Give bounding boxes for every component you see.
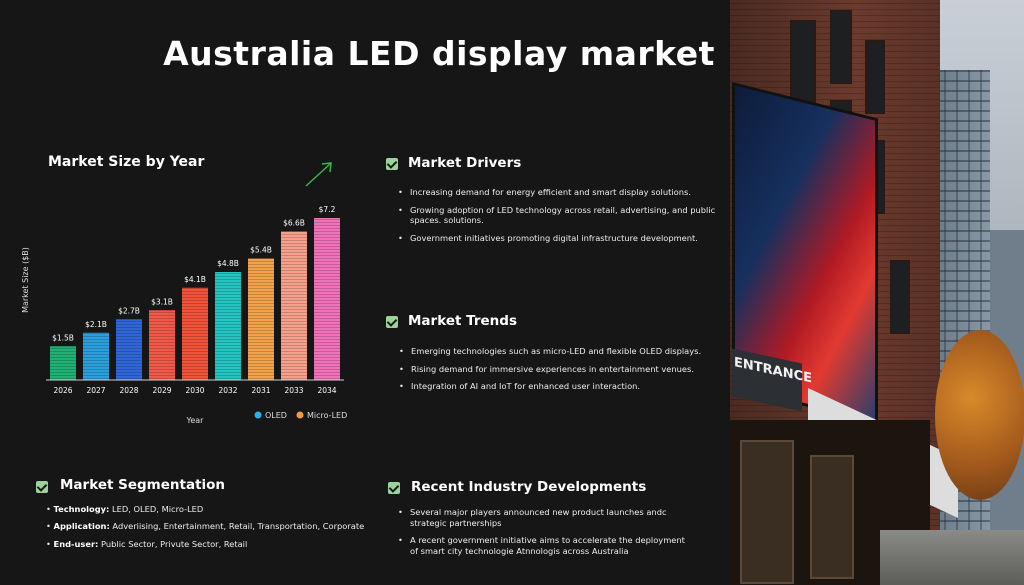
bar-texture	[83, 332, 109, 380]
shop-door	[810, 455, 854, 579]
page-title: Australia LED display market	[163, 34, 715, 73]
y-axis-label: Market Size ($B)	[21, 247, 30, 313]
window	[830, 10, 852, 84]
data-label: $5.4B	[250, 246, 272, 255]
segment-label: Technology:	[53, 504, 110, 514]
legend-label: Micro-LED	[307, 411, 347, 420]
legend-swatch	[296, 411, 304, 419]
list-item: Several major players announced new prod…	[396, 507, 686, 528]
x-tick-label: 2030	[185, 386, 204, 395]
x-tick-label: 2032	[218, 386, 237, 395]
x-tick-label: 2027	[86, 386, 105, 395]
checkbox-icon	[386, 316, 398, 328]
x-axis-label: Year	[186, 416, 205, 425]
market-drivers-list: Increasing demand for energy efficient a…	[396, 187, 726, 250]
list-item: Integration of AI and IoT for enhanced u…	[397, 381, 717, 392]
list-item: Emerging technologies such as micro-LED …	[397, 346, 717, 357]
data-label: $2.1B	[85, 320, 107, 329]
bar-texture	[281, 231, 307, 380]
data-label: $7.2	[319, 205, 336, 214]
street	[880, 530, 1024, 585]
chart-title: Market Size by Year	[48, 154, 205, 170]
street-photo: ENTRANCE	[730, 0, 1024, 585]
recent-developments-list: Several major players announced new prod…	[396, 507, 686, 563]
list-item: Growing adoption of LED technology acros…	[396, 205, 726, 226]
segment-value: Adveriising, Entertainment, Retail, Tran…	[112, 521, 365, 531]
segment-value: LED, OLED, Micro-LED	[112, 504, 204, 514]
segment-value: Public Sector, Privute Sector, Retail	[101, 539, 248, 549]
bar-texture	[149, 310, 175, 380]
bar-texture	[248, 258, 274, 380]
checkbox-icon	[386, 158, 398, 170]
data-label: $4.8B	[217, 259, 239, 268]
legend-label: OLED	[265, 411, 287, 420]
segmentation-row-application: • Application: Adveriising, Entertainmen…	[46, 521, 365, 531]
x-tick-label: 2028	[119, 386, 138, 395]
bar-texture	[116, 319, 142, 380]
list-item: A recent government initiative aims to a…	[396, 535, 686, 556]
x-tick-label: 2033	[284, 386, 303, 395]
bar-texture	[215, 272, 241, 380]
segment-label: End-user:	[53, 539, 99, 549]
data-label: $3.1B	[151, 297, 173, 306]
recent-developments-heading: Recent Industry Developments	[411, 479, 647, 495]
trend-arrow-icon	[305, 162, 332, 187]
shop-window	[740, 440, 794, 584]
market-segmentation-heading: Market Segmentation	[60, 477, 226, 493]
x-tick-label: 2034	[317, 386, 336, 395]
segment-label: Application:	[53, 521, 110, 531]
market-drivers-heading: Market Drivers	[408, 155, 522, 171]
data-label: $6.6B	[283, 219, 305, 228]
bar-texture	[182, 287, 208, 380]
data-label: $2.7B	[118, 306, 140, 315]
window	[890, 260, 910, 334]
segmentation-row-end-user: • End-user: Public Sector, Privute Secto…	[46, 539, 248, 549]
content-panel	[0, 0, 730, 585]
legend-swatch	[254, 411, 262, 419]
list-item: Rising demand for immersive experiences …	[397, 364, 717, 375]
market-trends-heading: Market Trends	[408, 313, 517, 329]
checkbox-icon	[388, 482, 400, 494]
data-label: $4.1B	[184, 275, 206, 284]
bar-chart: $1.5B 2026 $2.1B 2027 $2.7B 2028 $3.1B 2029 $4.1…	[21, 162, 347, 425]
data-label: $1.5B	[52, 333, 74, 342]
market-trends-list: Emerging technologies such as micro-LED …	[397, 346, 717, 399]
checkbox-icon	[36, 481, 48, 493]
x-tick-label: 2026	[53, 386, 72, 395]
window	[865, 40, 885, 114]
x-tick-label: 2031	[251, 386, 270, 395]
list-item: Government initiatives promoting digital…	[396, 233, 726, 244]
bar-texture	[50, 346, 76, 380]
window	[790, 20, 816, 104]
list-item: Increasing demand for energy efficient a…	[396, 187, 726, 198]
bar-texture	[314, 218, 340, 380]
autumn-tree	[935, 330, 1024, 500]
segmentation-row-technology: • Technology: LED, OLED, Micro-LED	[46, 504, 204, 514]
x-tick-label: 2029	[152, 386, 171, 395]
